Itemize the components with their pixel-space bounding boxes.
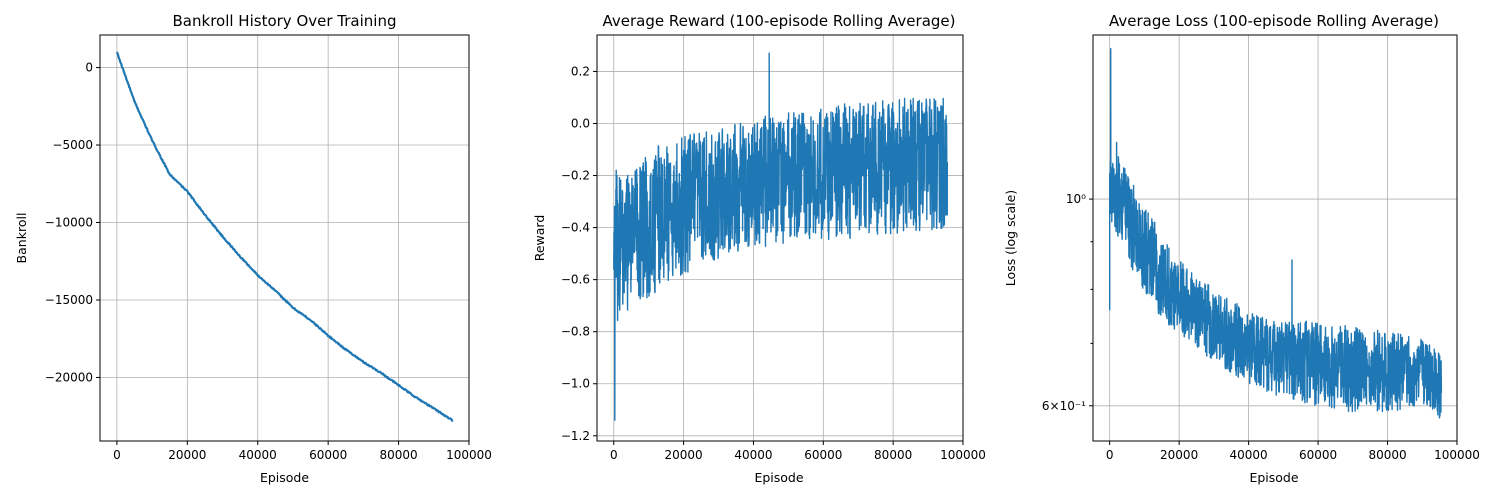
reward-chart: Average Reward (100-episode Rolling Aver… [532,12,986,485]
x-tick-label: 60000 [804,448,842,462]
axis-ticks: 0 20000 40000 60000 80000 100000 10⁰ 6×10⁻¹ [1042,192,1480,462]
x-tick-label: 0 [610,448,618,462]
y-tick-label: −0.6 [561,273,590,287]
axis-ticks: 0 20000 40000 60000 80000 100000 0 −5000 −10000 −… [45,61,492,462]
axis-ticks: 0 20000 40000 60000 80000 100000 0.2 0.0 −0.2 −0.… [561,64,986,462]
x-tick-label: 20000 [1160,448,1198,462]
x-tick-label: 100000 [446,448,492,462]
y-tick-label: −0.8 [561,325,590,339]
x-tick-label: 0 [1106,448,1114,462]
y-tick-label: −20000 [45,370,93,384]
y-axis-label: Bankroll [14,213,29,264]
y-tick-label: −10000 [45,216,93,230]
x-tick-label: 80000 [379,448,417,462]
x-tick-label: 40000 [734,448,772,462]
x-tick-label: 100000 [1434,448,1480,462]
loss-chart: Average Loss (100-episode Rolling Averag… [1003,12,1480,485]
y-tick-label: −0.2 [561,169,590,183]
x-tick-label: 80000 [1368,448,1406,462]
y-tick-label: 0.0 [571,116,590,130]
y-tick-label: 0.2 [571,64,590,78]
x-tick-label: 20000 [168,448,206,462]
y-tick-label: −5000 [52,138,93,152]
x-axis-label: Episode [260,470,309,485]
y-tick-label: −0.4 [561,221,590,235]
x-tick-label: 40000 [239,448,277,462]
bankroll-chart: Bankroll History Over Training Episode B… [14,12,492,485]
y-axis-label: Loss (log scale) [1003,190,1018,286]
x-tick-label: 40000 [1230,448,1268,462]
y-tick-label: 0 [85,61,93,75]
x-tick-label: 20000 [665,448,703,462]
plot-frame [1092,34,1458,442]
series-line [115,51,454,422]
x-tick-label: 60000 [1299,448,1337,462]
series-line [1109,48,1443,419]
plot-frame [99,34,470,442]
grid [597,35,964,441]
y-tick-label: 10⁰ [1066,192,1086,206]
chart-title: Bankroll History Over Training [173,12,397,30]
x-tick-label: 100000 [940,448,986,462]
x-tick-label: 60000 [309,448,347,462]
x-axis-label: Episode [754,470,803,485]
y-tick-label: −15000 [45,293,93,307]
chart-title: Average Loss (100-episode Rolling Averag… [1109,12,1439,30]
x-tick-label: 0 [113,448,121,462]
x-axis-label: Episode [1249,470,1298,485]
chart-title: Average Reward (100-episode Rolling Aver… [603,12,956,30]
x-tick-label: 80000 [874,448,912,462]
y-tick-label: −1.0 [561,377,590,391]
plot-frame [596,34,964,442]
series-line [613,52,948,421]
grid [100,35,470,441]
y-tick-label: −1.2 [561,429,590,443]
y-tick-label: 6×10⁻¹ [1042,399,1086,413]
y-axis-label: Reward [532,215,547,262]
